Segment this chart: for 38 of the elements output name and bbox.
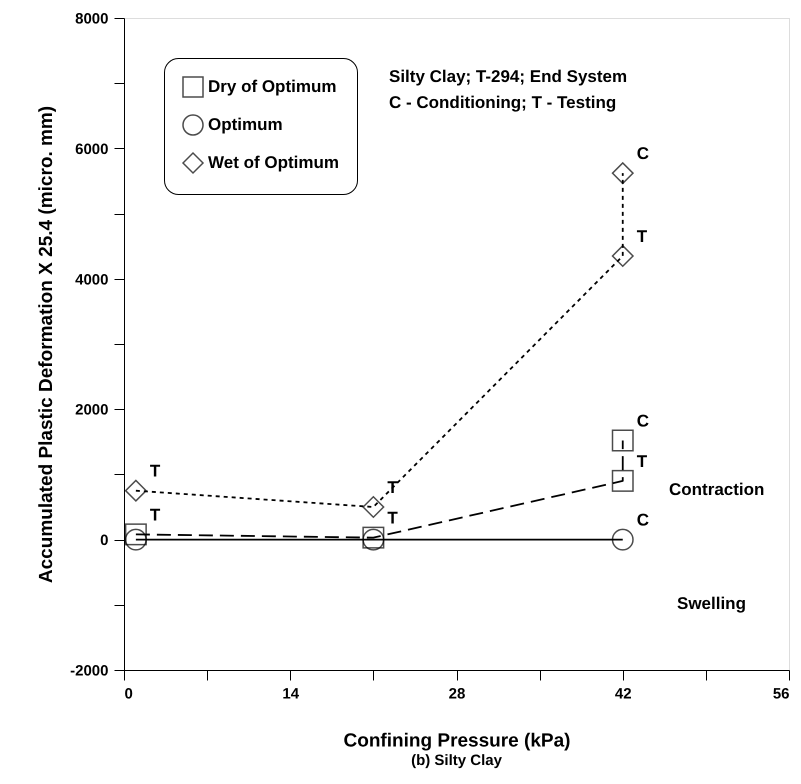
- x-axis-title: Confining Pressure (kPa): [344, 730, 570, 752]
- legend-label: Optimum: [208, 115, 283, 134]
- point: [124, 523, 147, 546]
- text: (b) Silty Clay: [411, 752, 503, 769]
- y-tick-label: 0: [100, 532, 108, 550]
- annotation: C: [636, 144, 650, 164]
- legend-label: Wet of Optimum: [208, 153, 339, 172]
- point: [612, 162, 634, 184]
- y-tick-label: 2000: [75, 402, 108, 419]
- point: [362, 496, 384, 518]
- x-tick-label: 42: [614, 686, 632, 702]
- x-tick-label: 56: [772, 686, 790, 702]
- y-tick-label: 4000: [75, 271, 108, 288]
- y-tick-label: 8000: [75, 10, 108, 28]
- annotation: T: [150, 462, 161, 481]
- annotation: C: [636, 510, 650, 530]
- point: [612, 430, 634, 452]
- point: [124, 480, 147, 502]
- legend-label: Dry of Optimum: [208, 77, 336, 96]
- x-tick-label: 14: [282, 686, 300, 702]
- y-tick-label: -2000: [70, 662, 108, 680]
- annotation: T: [636, 452, 648, 471]
- point: [612, 244, 634, 267]
- annotation: T: [150, 505, 161, 524]
- annotation: C: [636, 411, 650, 430]
- annotation: Contraction: [669, 480, 764, 499]
- x-tick-label: 0: [124, 686, 133, 702]
- point: [612, 528, 634, 551]
- point: [124, 528, 147, 551]
- point: [612, 470, 634, 492]
- y-axis-title: Accumulated Plastic Deformation X 25.4 (micro. mm): [36, 106, 58, 584]
- annotation: Silty Clay; T-294; End System: [389, 67, 628, 86]
- x-tick-label: 28: [448, 686, 466, 702]
- annotation: T: [387, 508, 398, 528]
- annotation: C - Conditioning; T - Testing: [389, 93, 616, 112]
- annotation: T: [636, 226, 648, 246]
- y-tick-label: 6000: [75, 140, 108, 158]
- annotation: Swelling: [677, 594, 746, 613]
